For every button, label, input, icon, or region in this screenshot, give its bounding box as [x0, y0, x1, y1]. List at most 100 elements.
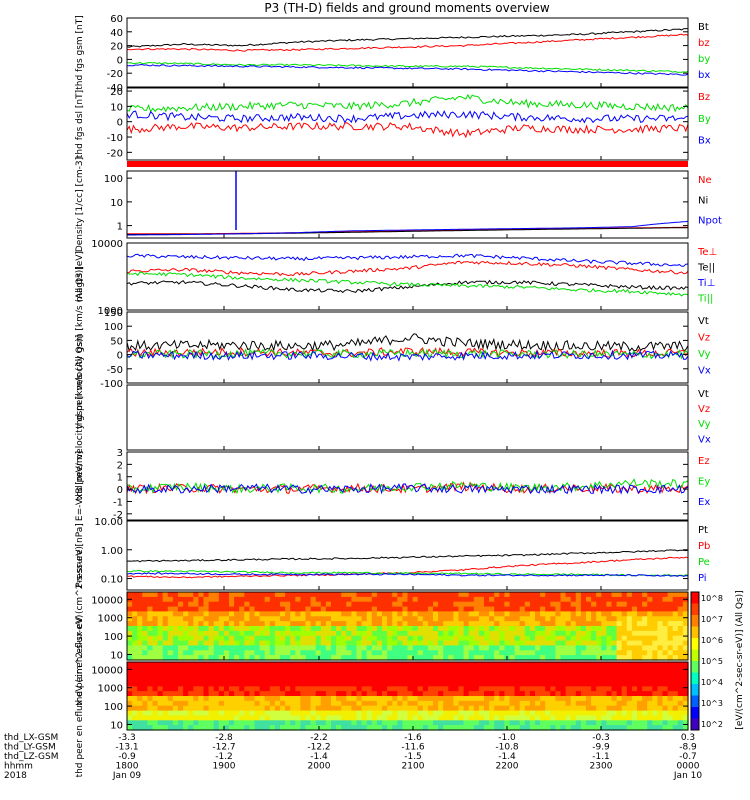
spectrogram-cell: [514, 650, 521, 656]
spectrogram-cell: [616, 611, 623, 617]
spectrogram-cell: [300, 621, 307, 627]
spectrogram-cell: [535, 606, 541, 613]
spectrogram-cell: [315, 645, 322, 651]
spectrogram-cell: [570, 686, 577, 692]
spectrogram-cell: [264, 626, 271, 632]
spectrogram-cell: [356, 710, 363, 717]
colorbar-segment: [691, 672, 699, 685]
spectrogram-cell: [366, 681, 373, 687]
spectrogram-cell: [555, 662, 562, 668]
spectrogram-cell: [657, 616, 664, 622]
panel-frame: [126, 17, 689, 88]
spectrogram-cell: [433, 666, 439, 673]
spectrogram-cell: [290, 592, 296, 598]
spectrogram-cell: [193, 640, 199, 647]
spectrogram-cell: [407, 676, 414, 683]
spectrogram-cell: [178, 616, 184, 622]
spectrogram-cell: [208, 720, 215, 726]
spectrogram-cell: [264, 715, 271, 721]
spectrogram-cell: [295, 710, 301, 717]
spectrogram-cell: [198, 626, 205, 632]
spectrogram-cell: [591, 626, 597, 632]
spectrogram-cell: [509, 705, 516, 712]
spectrogram-cell: [264, 621, 271, 627]
spectrogram-cell: [213, 645, 220, 651]
spectrogram-cell: [412, 592, 419, 598]
spectrogram-cell: [509, 671, 516, 678]
spectrogram-cell: [529, 606, 536, 613]
spectrogram-cell: [203, 725, 210, 731]
spectrogram-cell: [422, 640, 429, 647]
spectrogram-cell: [239, 650, 245, 656]
spectrogram-cell: [320, 686, 327, 692]
spectrogram-cell: [642, 611, 648, 617]
spectrogram-cell: [137, 621, 143, 627]
spectrogram-cell: [611, 681, 618, 687]
spectrogram-cell: [580, 635, 587, 642]
spectrogram-cell: [392, 640, 398, 647]
spectrogram-cell: [601, 725, 607, 731]
spectrogram-cell: [601, 700, 607, 707]
spectrogram-cell: [586, 715, 592, 721]
spectrogram-cell: [137, 676, 143, 683]
spectrogram-cell: [438, 705, 444, 712]
spectrogram-cell: [188, 710, 194, 717]
spectrogram-cell: [540, 596, 546, 603]
spectrogram-cell: [586, 596, 592, 603]
spectrogram-cell: [443, 630, 449, 637]
spectrogram-cell: [274, 655, 281, 661]
spectrogram-cell: [529, 640, 536, 647]
spectrogram-cell: [606, 596, 613, 603]
spectrogram-cell: [234, 616, 240, 622]
spectrogram-cell: [642, 676, 648, 683]
spectrogram-cell: [172, 671, 179, 678]
colorbar-tick-label: 10^6: [701, 636, 723, 645]
spectrogram-cell: [489, 710, 495, 717]
spectrogram-cell: [351, 705, 358, 712]
spectrogram-cell: [274, 676, 281, 683]
spectrogram-cell: [422, 681, 429, 687]
spectrogram-cell: [652, 686, 658, 692]
spectrogram-cell: [371, 601, 378, 608]
spectrogram-cell: [438, 686, 444, 692]
spectrogram-cell: [417, 691, 424, 697]
spectrogram-cell: [570, 676, 577, 683]
spectrogram-cell: [325, 630, 332, 637]
spectrogram-cell: [606, 725, 613, 731]
spectrogram-cell: [519, 655, 526, 661]
spectrogram-cell: [667, 592, 674, 598]
spectrogram-cell: [371, 662, 378, 668]
spectrogram-cell: [535, 710, 541, 717]
spectrogram-cell: [341, 705, 347, 712]
spectrogram-cell: [356, 705, 363, 712]
spectrogram-cell: [264, 662, 271, 668]
spectrogram-cell: [550, 655, 556, 661]
spectrogram-cell: [616, 686, 623, 692]
spectrogram-cell: [310, 705, 317, 712]
spectrogram-cell: [371, 705, 378, 712]
spectrogram-cell: [555, 666, 562, 673]
spectrogram-cell: [208, 715, 215, 721]
spectrogram-cell: [203, 681, 210, 687]
spectrogram-cell: [473, 686, 480, 692]
spectrogram-cell: [300, 640, 307, 647]
spectrogram-cell: [218, 601, 225, 608]
spectrogram-cell: [657, 601, 664, 608]
spectrogram-cell: [606, 681, 613, 687]
spectrogram-cell: [575, 640, 582, 647]
spectrogram-cell: [453, 650, 460, 656]
spectrogram-cell: [529, 655, 536, 661]
spectrogram-cell: [407, 611, 414, 617]
spectrogram-cell: [672, 640, 679, 647]
spectrogram-cell: [178, 681, 184, 687]
legend-Vt: Vt: [698, 316, 709, 327]
spectrogram-cell: [356, 655, 363, 661]
spectrogram-cell: [621, 616, 628, 622]
spectrogram-cell: [198, 715, 205, 721]
time-axis-footer: thd_LX-GSM -3.3 -2.8 -2.2 -1.6 -1.0 -0.3 0.3thd…: [4, 733, 702, 781]
spectrogram-cell: [142, 606, 148, 613]
spectrogram-cell: [652, 715, 658, 721]
spectrogram-cell: [647, 640, 653, 647]
spectrogram-cell: [586, 676, 592, 683]
spectrogram-cell: [315, 630, 322, 637]
